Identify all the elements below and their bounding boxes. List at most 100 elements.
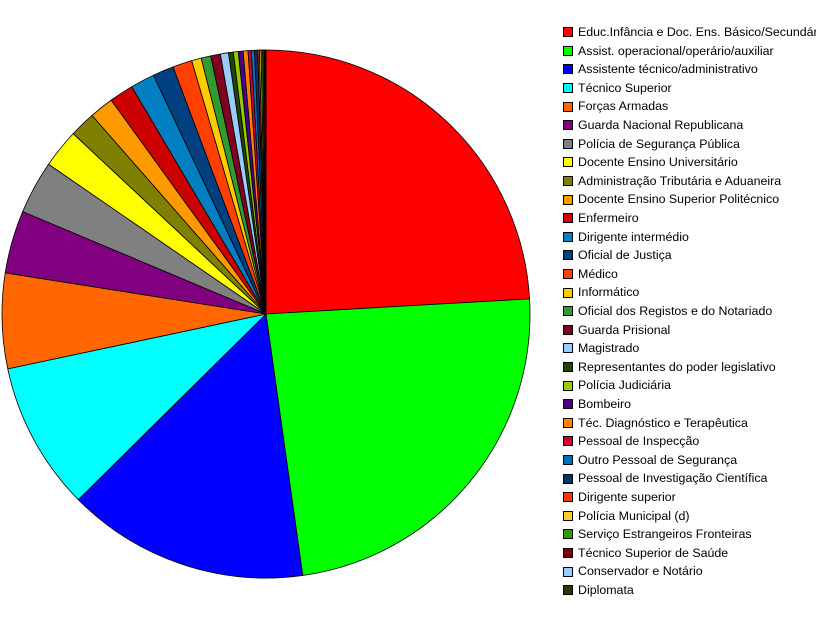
legend-label: Magistrado (578, 341, 640, 356)
legend-swatch (563, 473, 573, 484)
legend-item: Guarda Nacional Republicana (563, 116, 816, 135)
legend-swatch (563, 436, 573, 447)
legend-label: Enfermeiro (578, 211, 639, 226)
legend-swatch (563, 380, 573, 391)
legend-item: Diplomata (563, 581, 816, 600)
pie-slice-1 (265, 49, 530, 315)
legend-item: Técnico Superior de Saúde (563, 544, 816, 563)
legend-item: Representantes do poder legislativo (563, 358, 816, 377)
legend-label: Dirigente superior (578, 489, 676, 504)
legend-label: Médico (578, 266, 618, 281)
legend-swatch (563, 399, 573, 410)
legend-item: Polícia Municipal (d) (563, 506, 816, 525)
legend-swatch (563, 138, 573, 149)
legend-swatch (563, 231, 573, 242)
legend-item: Dirigente superior (563, 488, 816, 507)
pie-slice-3 (77, 313, 304, 579)
legend-swatch (563, 585, 573, 596)
legend-swatch (563, 45, 573, 56)
legend-item: Enfermeiro (563, 209, 816, 228)
legend-label: Oficial dos Registos e do Notariado (578, 304, 773, 318)
legend-item: Magistrado (563, 339, 816, 358)
legend-swatch (563, 324, 573, 335)
legend-swatch (563, 417, 573, 428)
legend-swatch (563, 250, 573, 261)
legend-item: Médico (563, 265, 816, 284)
legend-swatch (563, 194, 573, 205)
legend-item: Docente Ensino Superior Politécnico (563, 190, 816, 209)
legend-item: Educ.Infância e Doc. Ens. Básico/Secundá… (563, 23, 816, 42)
legend-label: Informático (578, 285, 640, 300)
legend-swatch (563, 529, 573, 540)
legend-swatch (563, 287, 573, 298)
legend-label: Educ.Infância e Doc. Ens. Básico/Secundá… (578, 25, 816, 40)
legend-label: Técnico Superior de Saúde (578, 545, 729, 560)
legend-item: Outro Pessoal de Segurança (563, 451, 816, 470)
legend-item: Conservador e Notário (563, 562, 816, 581)
legend-label: Representantes do poder legislativo (578, 359, 776, 374)
legend-label: Oficial de Justiça (578, 248, 672, 263)
pie-slice-4 (7, 313, 267, 501)
legend-item: Pessoal de Investigação Científica (563, 469, 816, 488)
legend-item: Bombeiro (563, 395, 816, 414)
pie-slice-31 (264, 49, 267, 315)
legend-swatch (563, 492, 573, 503)
legend-label: Guarda Prisional (578, 322, 671, 337)
legend-item: Forças Armadas (563, 97, 816, 116)
legend-item: Polícia de Segurança Pública (563, 135, 816, 154)
legend-item: Téc. Diagnóstico e Terapêutica (563, 413, 816, 432)
legend-item: Administração Tributária e Aduaneira (563, 172, 816, 191)
legend-label: Outro Pessoal de Segurança (578, 452, 738, 467)
legend-label: Téc. Diagnóstico e Terapêutica (578, 415, 748, 430)
legend-item: Serviço Estrangeiros Fronteiras (563, 525, 816, 544)
legend-swatch (563, 157, 573, 168)
legend-swatch (563, 83, 573, 94)
legend-swatch (563, 343, 573, 354)
legend-item: Oficial de Justiça (563, 246, 816, 265)
legend-swatch (563, 306, 573, 317)
legend-label: Assistente técnico/administrativo (578, 62, 758, 77)
legend-label: Bombeiro (578, 396, 632, 411)
legend-swatch (563, 101, 573, 112)
legend-swatch (563, 510, 573, 521)
legend-swatch (563, 176, 573, 187)
legend-label: Guarda Nacional Republicana (578, 118, 744, 133)
legend-item: Guarda Prisional (563, 321, 816, 340)
legend-label: Polícia Judiciária (578, 378, 671, 393)
legend-swatch (563, 213, 573, 224)
legend-label: Serviço Estrangeiros Fronteiras (578, 527, 752, 542)
chart-legend: Educ.Infância e Doc. Ens. Básico/Secundá… (563, 23, 816, 599)
legend-item: Pessoal de Inspecção (563, 432, 816, 451)
legend-item: Informático (563, 283, 816, 302)
legend-swatch (563, 361, 573, 372)
legend-label: Pessoal de Investigação Científica (578, 471, 768, 486)
legend-swatch (563, 454, 573, 465)
legend-item: Dirigente intermédio (563, 228, 816, 247)
legend-label: Polícia Municipal (d) (578, 508, 690, 523)
legend-item: Oficial dos Registos e do Notariado (563, 302, 816, 321)
legend-swatch (563, 566, 573, 577)
legend-label: Assist. operacional/operário/auxiliar (578, 43, 774, 58)
legend-label: Dirigente intermédio (578, 229, 689, 244)
legend-swatch (563, 547, 573, 558)
legend-label: Docente Ensino Universitário (578, 155, 738, 170)
legend-label: Pessoal de Inspecção (578, 434, 700, 449)
legend-item: Assist. operacional/operário/auxiliar (563, 42, 816, 61)
legend-label: Conservador e Notário (578, 564, 703, 579)
legend-label: Técnico Superior (578, 80, 672, 95)
legend-label: Forças Armadas (578, 99, 669, 114)
legend-label: Diplomata (578, 582, 634, 597)
legend-label: Administração Tributária e Aduaneira (578, 173, 782, 188)
legend-item: Técnico Superior (563, 79, 816, 98)
legend-swatch (563, 27, 573, 38)
legend-label: Polícia de Segurança Pública (578, 136, 740, 151)
legend-label: Docente Ensino Superior Politécnico (578, 192, 780, 207)
pie-slice-2 (265, 298, 531, 576)
legend-swatch (563, 120, 573, 131)
legend-swatch (563, 64, 573, 75)
legend-item: Docente Ensino Universitário (563, 153, 816, 172)
legend-item: Assistente técnico/administrativo (563, 60, 816, 79)
legend-swatch (563, 269, 573, 280)
